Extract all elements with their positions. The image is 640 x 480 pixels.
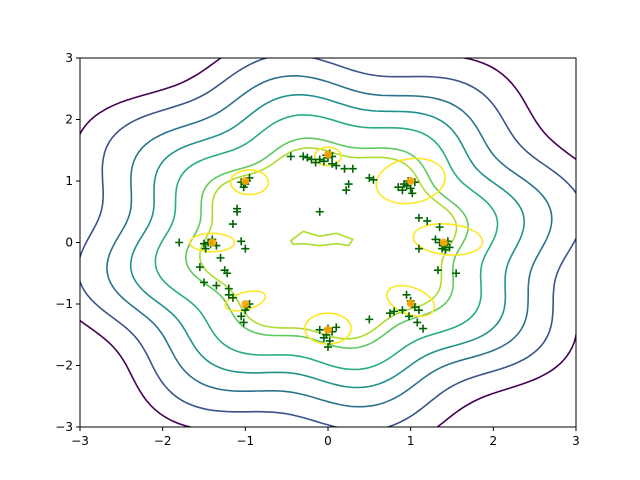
sample-point bbox=[435, 223, 444, 232]
sample-point bbox=[431, 235, 440, 244]
sample-point bbox=[405, 312, 414, 321]
contour-level-5 bbox=[154, 114, 499, 371]
sample-point bbox=[423, 216, 432, 225]
sample-point bbox=[228, 220, 237, 229]
y-tick-label: 3 bbox=[65, 51, 73, 65]
sample-point bbox=[315, 325, 324, 334]
x-tick-label: 3 bbox=[572, 434, 580, 448]
mode-center bbox=[324, 325, 332, 334]
mode-center bbox=[406, 177, 415, 185]
sample-point bbox=[394, 183, 403, 192]
x-tick-label: 2 bbox=[490, 434, 498, 448]
mode-center bbox=[241, 177, 250, 185]
sample-point bbox=[414, 306, 423, 315]
sample-point bbox=[311, 158, 320, 167]
contour-lines bbox=[80, 58, 576, 427]
sample-point bbox=[201, 244, 210, 253]
sample-point bbox=[303, 153, 312, 162]
sample-point bbox=[419, 324, 428, 333]
sample-point bbox=[319, 333, 328, 342]
mode-centers bbox=[208, 150, 448, 334]
mode-center bbox=[241, 300, 250, 308]
y-tick-label: −2 bbox=[55, 359, 73, 373]
y-tick-label: 2 bbox=[65, 113, 73, 127]
contour-inner bbox=[290, 230, 354, 247]
sample-point bbox=[299, 152, 308, 161]
contour-level-6 bbox=[185, 137, 469, 349]
sample-point bbox=[386, 309, 394, 318]
sample-point bbox=[452, 269, 461, 278]
sample-point bbox=[414, 213, 423, 222]
sample-point bbox=[237, 237, 246, 246]
mode-center bbox=[439, 238, 448, 247]
sample-point bbox=[241, 244, 250, 253]
x-tick-label: 1 bbox=[407, 434, 415, 448]
sample-point bbox=[319, 157, 328, 166]
sample-point bbox=[398, 306, 407, 315]
sample-point bbox=[200, 278, 208, 287]
sample-point bbox=[332, 323, 341, 332]
sample-point bbox=[212, 281, 221, 290]
sample-point bbox=[369, 175, 378, 184]
sample-point bbox=[340, 164, 349, 173]
sample-point bbox=[408, 189, 417, 198]
sample-point bbox=[233, 207, 242, 216]
sample-point bbox=[224, 290, 233, 299]
mode-contour-7 bbox=[189, 232, 236, 253]
sample-point bbox=[406, 184, 415, 193]
sample-point bbox=[237, 312, 246, 321]
sample-point bbox=[414, 244, 423, 253]
contour-level-3 bbox=[106, 75, 553, 408]
sample-point bbox=[344, 180, 353, 189]
contour-level-4 bbox=[129, 94, 525, 389]
sample-point bbox=[441, 245, 450, 254]
mode-contour-8 bbox=[229, 169, 270, 196]
y-tick-label: −1 bbox=[55, 297, 73, 311]
y-tick-label: −3 bbox=[55, 420, 73, 434]
sample-point bbox=[342, 186, 351, 195]
contour-level-2 bbox=[80, 58, 576, 427]
sample-point bbox=[286, 152, 295, 161]
sample-point bbox=[365, 315, 374, 324]
sample-point bbox=[216, 253, 225, 262]
x-axis-ticks: −3 −2 −1 0 1 2 3 bbox=[71, 427, 580, 448]
mode-contour-2 bbox=[375, 157, 446, 205]
mode-contour-1 bbox=[313, 146, 343, 167]
sample-point bbox=[228, 293, 237, 302]
sample-point bbox=[348, 164, 357, 173]
x-tick-label: −1 bbox=[236, 434, 254, 448]
sample-point bbox=[390, 307, 399, 316]
sample-point bbox=[402, 290, 411, 299]
mode-center bbox=[208, 238, 217, 247]
sample-point bbox=[315, 155, 324, 164]
contour-level-1 bbox=[80, 58, 576, 427]
sample-point bbox=[332, 161, 341, 170]
sample-point bbox=[433, 266, 442, 275]
sample-point bbox=[239, 318, 248, 327]
y-tick-label: 0 bbox=[65, 236, 73, 250]
sample-point bbox=[400, 180, 409, 189]
sample-point bbox=[195, 263, 204, 272]
x-tick-label: −3 bbox=[71, 434, 89, 448]
sample-point bbox=[328, 159, 337, 168]
y-tick-label: 1 bbox=[65, 174, 73, 188]
mode-center bbox=[406, 299, 415, 308]
sample-point bbox=[445, 243, 454, 252]
sample-point bbox=[413, 318, 422, 327]
sample-point bbox=[315, 207, 324, 216]
mode-center bbox=[324, 150, 332, 159]
y-axis-ticks: −3 −2 −1 0 1 2 3 bbox=[55, 51, 80, 434]
x-tick-label: 0 bbox=[324, 434, 332, 448]
x-tick-label: −2 bbox=[154, 434, 172, 448]
sample-point bbox=[398, 186, 407, 195]
sample-point bbox=[223, 269, 232, 278]
sample-point bbox=[307, 155, 316, 164]
sample-point bbox=[325, 336, 334, 345]
mode-contour-3 bbox=[412, 223, 484, 256]
sample-point bbox=[324, 343, 332, 352]
sample-point bbox=[365, 173, 374, 182]
mode-contour-4 bbox=[386, 284, 436, 318]
sample-point bbox=[175, 238, 184, 247]
